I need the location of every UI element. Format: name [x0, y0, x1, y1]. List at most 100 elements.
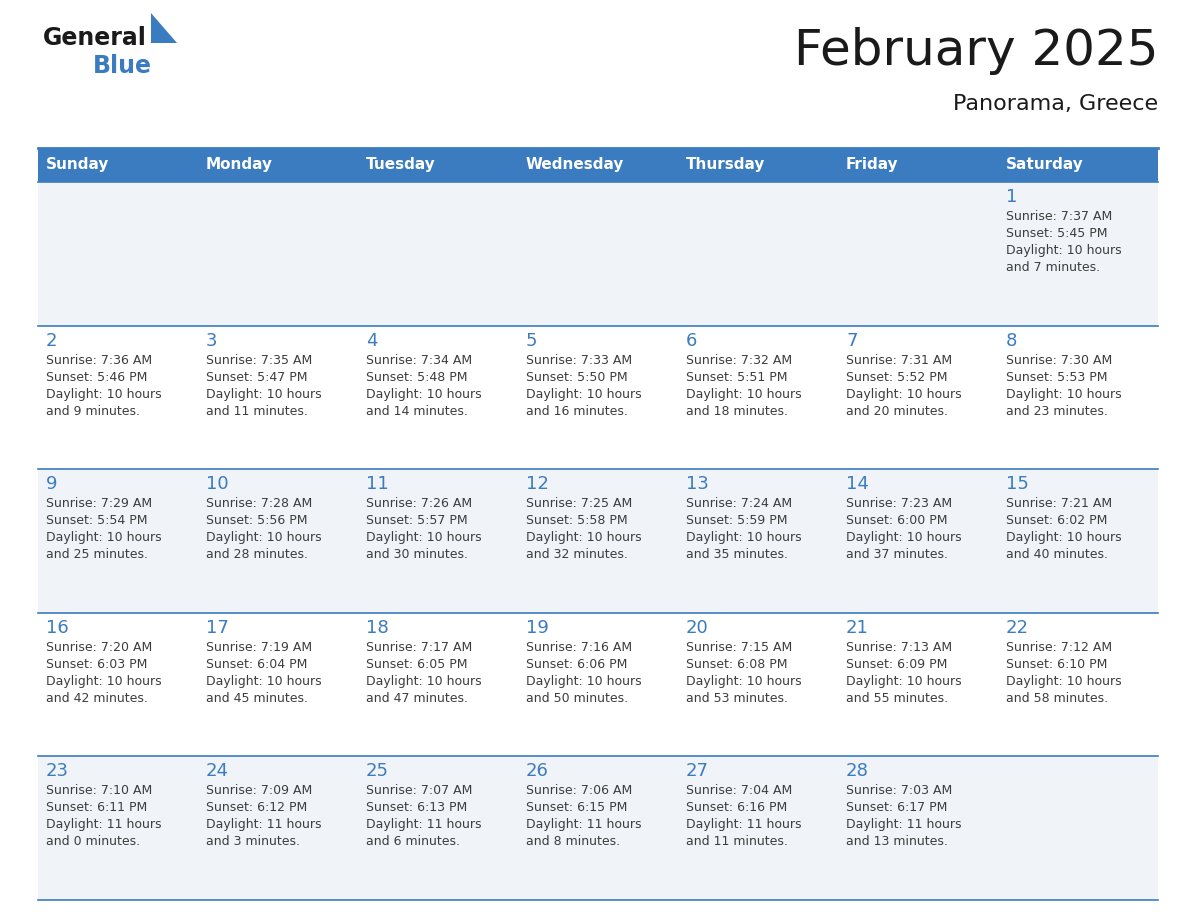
Bar — [838, 148, 998, 182]
Bar — [678, 469, 838, 613]
Text: 23: 23 — [46, 763, 69, 780]
Text: Sunset: 5:56 PM: Sunset: 5:56 PM — [206, 514, 308, 527]
Text: 2: 2 — [46, 331, 57, 350]
Text: Daylight: 10 hours: Daylight: 10 hours — [46, 387, 162, 400]
Text: 8: 8 — [1006, 331, 1017, 350]
Text: Daylight: 10 hours: Daylight: 10 hours — [1006, 532, 1121, 544]
Text: Sunrise: 7:25 AM: Sunrise: 7:25 AM — [526, 498, 632, 510]
Bar — [998, 469, 1158, 613]
Text: Sunrise: 7:26 AM: Sunrise: 7:26 AM — [366, 498, 472, 510]
Text: 10: 10 — [206, 476, 228, 493]
Text: Daylight: 10 hours: Daylight: 10 hours — [46, 532, 162, 544]
Bar — [678, 326, 838, 469]
Text: Sunrise: 7:20 AM: Sunrise: 7:20 AM — [46, 641, 152, 654]
Text: 1: 1 — [1006, 188, 1017, 206]
Text: Daylight: 10 hours: Daylight: 10 hours — [1006, 244, 1121, 257]
Bar — [518, 182, 678, 326]
Text: and 3 minutes.: and 3 minutes. — [206, 835, 301, 848]
Bar — [678, 182, 838, 326]
Bar — [38, 148, 198, 182]
Bar — [678, 148, 838, 182]
Text: Sunset: 6:05 PM: Sunset: 6:05 PM — [366, 658, 468, 671]
Text: Sunrise: 7:30 AM: Sunrise: 7:30 AM — [1006, 353, 1112, 366]
Text: Sunset: 6:02 PM: Sunset: 6:02 PM — [1006, 514, 1107, 527]
Text: Sunrise: 7:21 AM: Sunrise: 7:21 AM — [1006, 498, 1112, 510]
Text: 16: 16 — [46, 619, 69, 637]
Text: 12: 12 — [526, 476, 549, 493]
Bar — [38, 326, 198, 469]
Bar — [358, 469, 518, 613]
Text: 22: 22 — [1006, 619, 1029, 637]
Bar — [998, 148, 1158, 182]
Text: and 35 minutes.: and 35 minutes. — [685, 548, 788, 561]
Text: Daylight: 11 hours: Daylight: 11 hours — [846, 819, 961, 832]
Text: Daylight: 10 hours: Daylight: 10 hours — [846, 675, 961, 688]
Text: Sunrise: 7:12 AM: Sunrise: 7:12 AM — [1006, 641, 1112, 654]
Text: Daylight: 10 hours: Daylight: 10 hours — [685, 532, 802, 544]
Bar — [838, 182, 998, 326]
Text: Tuesday: Tuesday — [366, 158, 436, 173]
Text: Daylight: 11 hours: Daylight: 11 hours — [685, 819, 802, 832]
Bar — [518, 326, 678, 469]
Text: 14: 14 — [846, 476, 868, 493]
Text: Daylight: 11 hours: Daylight: 11 hours — [206, 819, 322, 832]
Text: and 7 minutes.: and 7 minutes. — [1006, 261, 1100, 274]
Text: and 16 minutes.: and 16 minutes. — [526, 405, 628, 418]
Text: Sunset: 5:46 PM: Sunset: 5:46 PM — [46, 371, 147, 384]
Text: and 42 minutes.: and 42 minutes. — [46, 692, 147, 705]
Text: Sunset: 6:03 PM: Sunset: 6:03 PM — [46, 658, 147, 671]
Text: 5: 5 — [526, 331, 537, 350]
Text: Sunset: 6:13 PM: Sunset: 6:13 PM — [366, 801, 467, 814]
Bar — [38, 469, 198, 613]
Text: 3: 3 — [206, 331, 217, 350]
Text: and 0 minutes.: and 0 minutes. — [46, 835, 140, 848]
Text: Sunset: 6:00 PM: Sunset: 6:00 PM — [846, 514, 948, 527]
Text: Sunrise: 7:35 AM: Sunrise: 7:35 AM — [206, 353, 312, 366]
Text: Daylight: 10 hours: Daylight: 10 hours — [685, 387, 802, 400]
Text: Wednesday: Wednesday — [526, 158, 625, 173]
Text: Sunset: 6:16 PM: Sunset: 6:16 PM — [685, 801, 788, 814]
Text: Sunday: Sunday — [46, 158, 109, 173]
Text: Sunset: 5:52 PM: Sunset: 5:52 PM — [846, 371, 948, 384]
Text: Sunrise: 7:24 AM: Sunrise: 7:24 AM — [685, 498, 792, 510]
Text: Sunset: 5:51 PM: Sunset: 5:51 PM — [685, 371, 788, 384]
Bar — [838, 326, 998, 469]
Text: 6: 6 — [685, 331, 697, 350]
Text: Sunrise: 7:13 AM: Sunrise: 7:13 AM — [846, 641, 952, 654]
Text: 4: 4 — [366, 331, 378, 350]
Text: 24: 24 — [206, 763, 229, 780]
Bar — [358, 148, 518, 182]
Text: Daylight: 10 hours: Daylight: 10 hours — [1006, 675, 1121, 688]
Text: 20: 20 — [685, 619, 709, 637]
Bar — [998, 613, 1158, 756]
Text: Daylight: 11 hours: Daylight: 11 hours — [366, 819, 481, 832]
Text: and 14 minutes.: and 14 minutes. — [366, 405, 468, 418]
Bar — [38, 613, 198, 756]
Text: Sunset: 5:54 PM: Sunset: 5:54 PM — [46, 514, 147, 527]
Text: Sunset: 6:04 PM: Sunset: 6:04 PM — [206, 658, 308, 671]
Text: 21: 21 — [846, 619, 868, 637]
Text: and 50 minutes.: and 50 minutes. — [526, 692, 628, 705]
Text: Sunrise: 7:07 AM: Sunrise: 7:07 AM — [366, 784, 473, 798]
Bar — [838, 756, 998, 900]
Text: February 2025: February 2025 — [794, 27, 1158, 75]
Text: 25: 25 — [366, 763, 388, 780]
Text: and 11 minutes.: and 11 minutes. — [206, 405, 308, 418]
Text: Sunset: 5:48 PM: Sunset: 5:48 PM — [366, 371, 468, 384]
Text: Daylight: 10 hours: Daylight: 10 hours — [206, 387, 322, 400]
Text: General: General — [43, 26, 147, 50]
Bar — [198, 613, 358, 756]
Text: Sunset: 6:06 PM: Sunset: 6:06 PM — [526, 658, 627, 671]
Text: Sunset: 6:12 PM: Sunset: 6:12 PM — [206, 801, 308, 814]
Text: Friday: Friday — [846, 158, 898, 173]
Text: and 58 minutes.: and 58 minutes. — [1006, 692, 1108, 705]
Text: Sunset: 5:53 PM: Sunset: 5:53 PM — [1006, 371, 1107, 384]
Text: Sunrise: 7:17 AM: Sunrise: 7:17 AM — [366, 641, 473, 654]
Text: Sunrise: 7:15 AM: Sunrise: 7:15 AM — [685, 641, 792, 654]
Text: 26: 26 — [526, 763, 549, 780]
Text: and 53 minutes.: and 53 minutes. — [685, 692, 788, 705]
Bar — [198, 756, 358, 900]
Text: Sunrise: 7:04 AM: Sunrise: 7:04 AM — [685, 784, 792, 798]
Text: Sunset: 6:15 PM: Sunset: 6:15 PM — [526, 801, 627, 814]
Text: Sunset: 5:57 PM: Sunset: 5:57 PM — [366, 514, 468, 527]
